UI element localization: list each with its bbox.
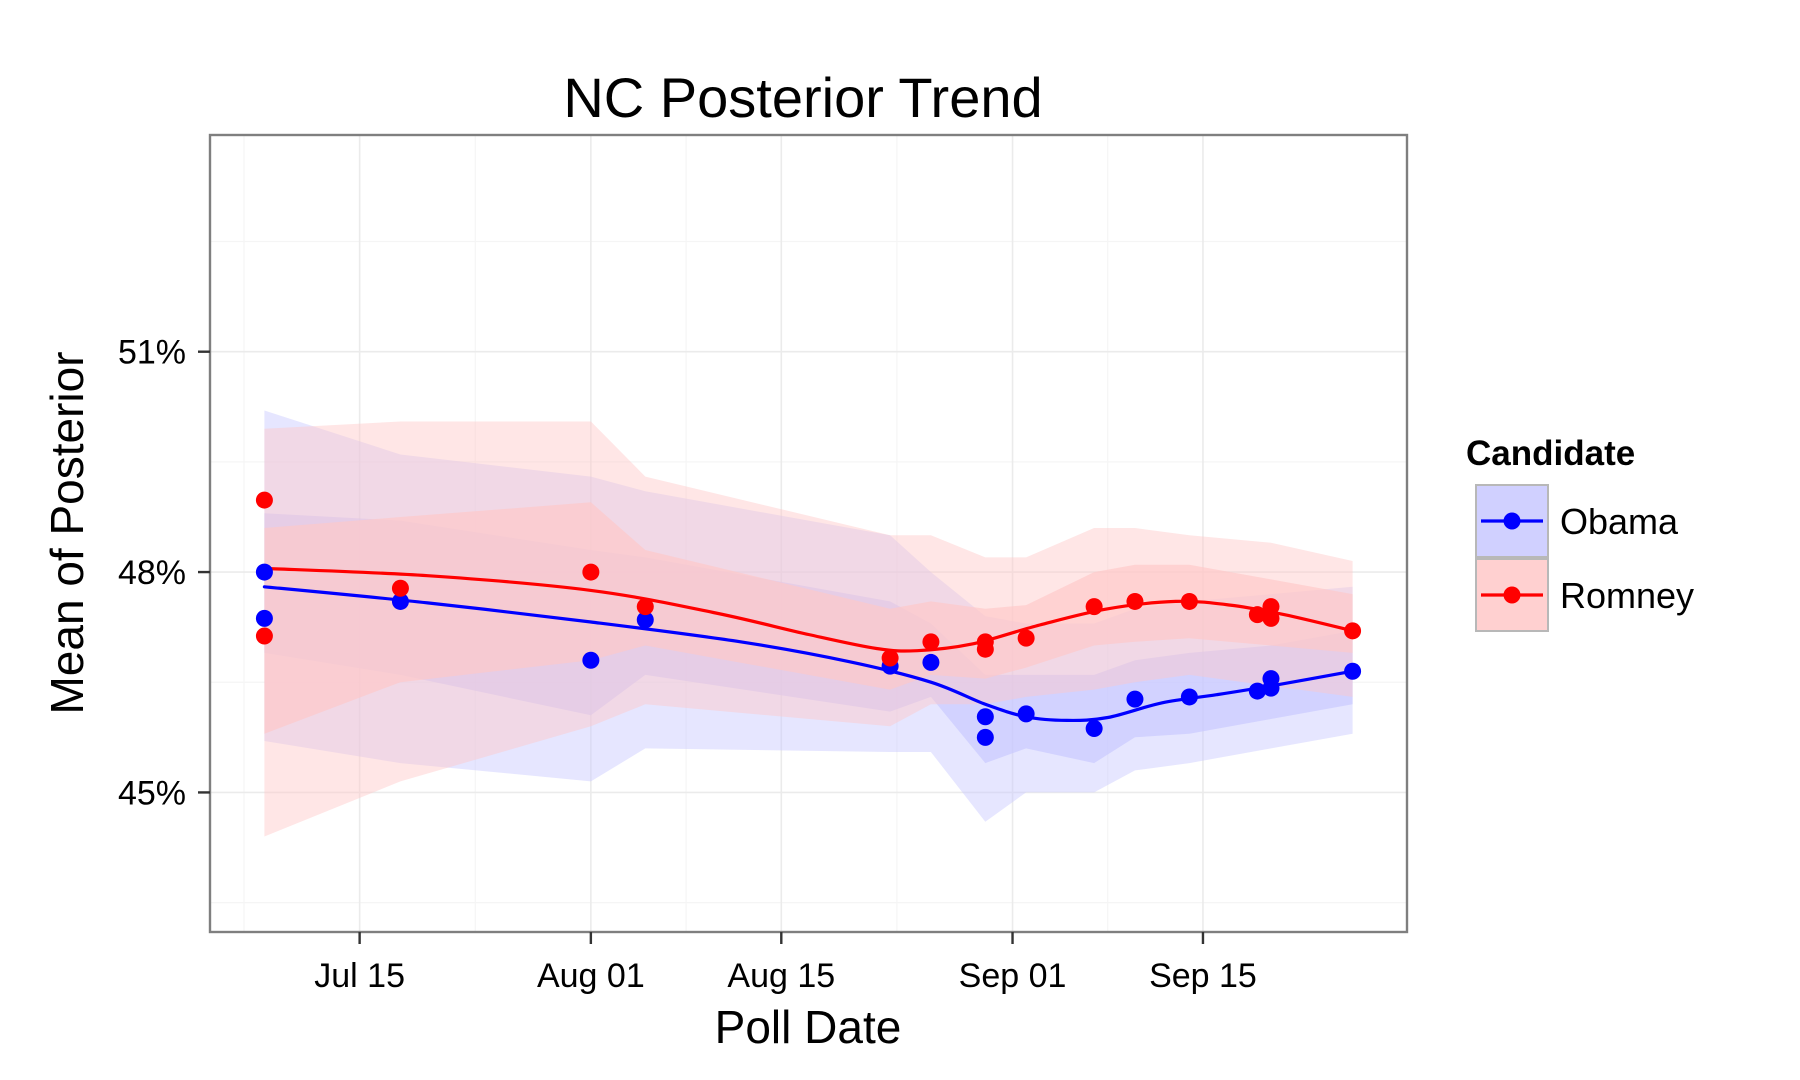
obama-point-0 xyxy=(255,563,273,581)
romney-point-11 xyxy=(1126,592,1144,610)
y-tick-label-45: 45% xyxy=(118,774,186,812)
obama-point-8 xyxy=(976,728,994,746)
legend-title: Candidate xyxy=(1466,434,1635,473)
romney-trend-line xyxy=(262,566,1355,653)
romney-band-inner xyxy=(264,502,1353,734)
x-tick-label-sep-01: Sep 01 xyxy=(959,957,1067,995)
x-tick-label-aug-01: Aug 01 xyxy=(537,957,645,995)
y-tick-label-51: 51% xyxy=(118,334,186,372)
obama-point-16 xyxy=(1344,662,1362,680)
legend: Candidate Obama Romney xyxy=(1466,434,1694,632)
chart-title: NC Posterior Trend xyxy=(563,66,1042,129)
obama-point-10 xyxy=(1085,720,1103,738)
obama-point-11 xyxy=(1126,690,1144,708)
romney-point-4 xyxy=(636,598,654,616)
obama-point-4 xyxy=(636,611,654,629)
obama-point-3 xyxy=(582,651,600,669)
legend-label-romney: Romney xyxy=(1560,575,1694,616)
romney-point-2 xyxy=(391,579,409,597)
romney-point-14 xyxy=(1262,598,1280,616)
plot-border xyxy=(208,133,1409,934)
obama-point-12 xyxy=(1180,688,1198,706)
romney-point-9 xyxy=(1017,629,1035,647)
obama-point-2 xyxy=(391,592,409,610)
x-axis-title: Poll Date xyxy=(715,1001,902,1053)
obama-point-7 xyxy=(976,708,994,726)
x-axis: Jul 15 Aug 01 Aug 15 Sep 01 Sep 15 xyxy=(314,932,1257,995)
romney-point-10 xyxy=(1085,598,1103,616)
obama-point-15 xyxy=(1262,679,1280,697)
legend-dot-obama xyxy=(1503,512,1521,530)
x-tick-label-jul-15: Jul 15 xyxy=(314,957,405,995)
y-axis-title: Mean of Posterior xyxy=(41,351,93,714)
obama-point-13 xyxy=(1248,682,1266,700)
legend-dot-romney xyxy=(1503,586,1521,604)
romney-point-16 xyxy=(1344,622,1362,640)
x-tick-label-aug-15: Aug 15 xyxy=(727,957,835,995)
x-tick-label-sep-15: Sep 15 xyxy=(1149,957,1257,995)
legend-item-obama: Obama xyxy=(1475,484,1679,558)
romney-point-5 xyxy=(881,649,899,667)
trend-lines xyxy=(262,566,1355,723)
romney-point-8 xyxy=(976,640,994,658)
obama-point-1 xyxy=(255,609,273,627)
romney-point-3 xyxy=(582,563,600,581)
obama-trend-line xyxy=(262,585,1355,723)
data-points xyxy=(255,491,1362,746)
legend-items: Obama Romney xyxy=(1475,484,1694,632)
romney-point-6 xyxy=(922,633,940,651)
romney-point-15 xyxy=(1262,609,1280,627)
legend-label-obama: Obama xyxy=(1560,501,1679,542)
romney-point-0 xyxy=(255,491,273,509)
obama-point-6 xyxy=(922,653,940,671)
obama-point-9 xyxy=(1017,705,1035,723)
romney-point-13 xyxy=(1248,606,1266,624)
y-tick-label-48: 48% xyxy=(118,554,186,592)
romney-point-1 xyxy=(255,627,273,645)
romney-point-12 xyxy=(1180,592,1198,610)
legend-item-romney: Romney xyxy=(1475,558,1694,632)
y-axis: 45% 48% 51% xyxy=(118,334,210,812)
